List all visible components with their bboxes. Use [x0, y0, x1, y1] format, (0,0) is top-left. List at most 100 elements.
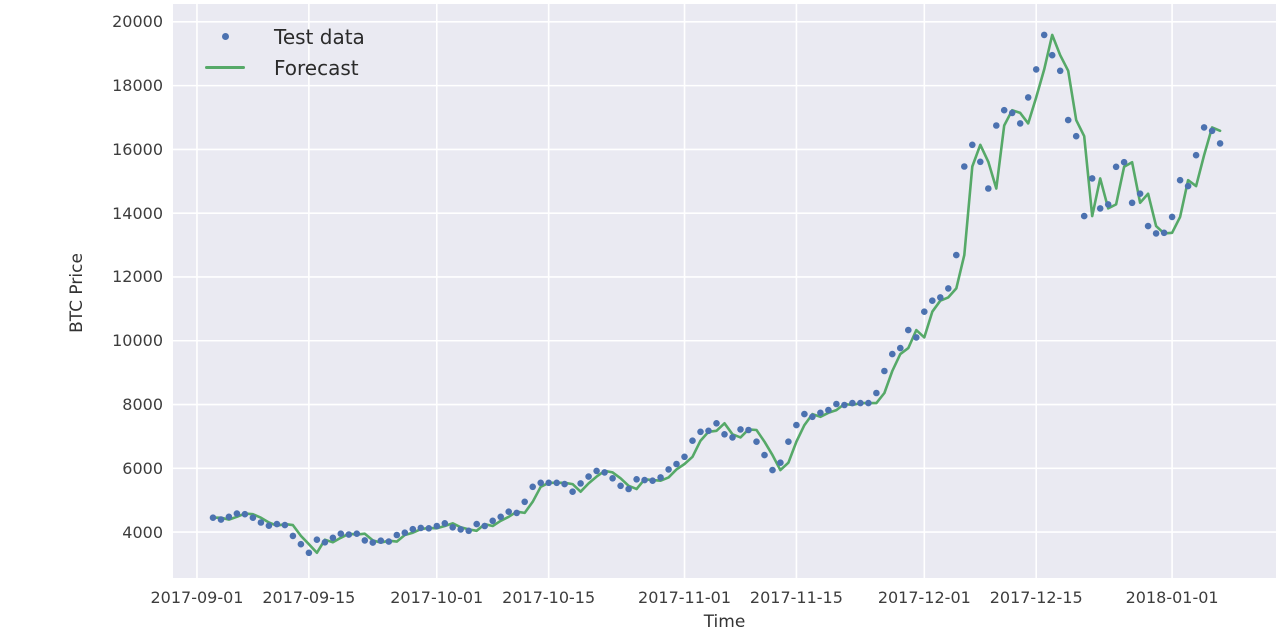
x-tick-label: 2017-11-15	[749, 588, 843, 607]
y-tick-label: 10000	[112, 331, 163, 351]
test-data-point	[961, 163, 968, 170]
test-data-point	[1208, 127, 1216, 135]
test-data-point	[569, 488, 576, 496]
test-data-point	[753, 438, 760, 446]
test-data-point	[289, 532, 297, 540]
test-data-point	[1184, 182, 1192, 190]
test-data-point	[1080, 212, 1088, 220]
test-data-point	[617, 482, 624, 490]
test-data-point	[625, 485, 632, 493]
test-data-point	[369, 539, 377, 546]
test-data-point	[433, 522, 441, 530]
test-data-point	[721, 431, 728, 438]
test-data-point	[1072, 132, 1080, 140]
test-data-point	[665, 466, 672, 473]
x-tick-label: 2017-12-01	[877, 588, 971, 607]
test-data-point	[225, 513, 233, 521]
test-data-point	[601, 469, 608, 476]
test-data-point	[1000, 106, 1008, 114]
y-tick-label: 18000	[112, 76, 163, 96]
test-data-point	[401, 529, 409, 536]
y-tick-label: 14000	[112, 203, 163, 223]
test-data-point	[497, 513, 505, 521]
test-data-point	[329, 534, 337, 542]
test-data-point	[377, 537, 385, 544]
test-data-point	[233, 510, 241, 517]
test-data-point	[529, 483, 536, 491]
test-data-point	[1112, 163, 1120, 171]
test-data-point	[273, 520, 281, 528]
test-data-point	[777, 459, 784, 467]
test-data-point	[473, 520, 481, 528]
test-data-point	[977, 158, 984, 166]
test-data-point	[649, 477, 656, 485]
test-data-point	[385, 538, 393, 545]
test-data-point	[1160, 229, 1168, 237]
x-tick-label: 2018-01-01	[1125, 588, 1219, 607]
test-data-point	[513, 509, 520, 517]
x-tick-label: 2017-10-01	[390, 588, 484, 607]
test-data-point	[745, 426, 752, 434]
test-data-point	[809, 413, 816, 421]
test-data-point	[953, 251, 960, 259]
test-data-point	[553, 479, 560, 487]
test-data-point	[425, 525, 433, 532]
test-data-point	[825, 406, 832, 414]
x-tick-label: 2017-09-15	[262, 588, 356, 607]
x-tick-label: 2017-11-01	[638, 588, 732, 607]
dot-icon	[221, 33, 229, 40]
test-data-point	[313, 536, 321, 543]
test-data-point	[449, 524, 457, 531]
test-data-point	[905, 326, 912, 334]
test-data-point	[833, 400, 840, 408]
legend-label: Test data	[274, 24, 365, 49]
test-data-point	[913, 334, 920, 341]
test-data-point	[737, 426, 744, 433]
test-data-point	[729, 434, 736, 441]
test-data-point	[521, 498, 528, 506]
test-data-point	[1128, 199, 1136, 207]
test-data-point	[209, 514, 217, 521]
test-data-point	[505, 508, 512, 515]
test-data-point	[633, 476, 640, 483]
test-data-point	[1136, 190, 1144, 197]
test-data-point	[297, 540, 305, 548]
test-data-point	[337, 530, 345, 537]
test-data-point	[793, 421, 800, 429]
y-tick-label: 6000	[122, 458, 163, 478]
y-tick-label: 8000	[122, 395, 163, 415]
test-data-point	[249, 514, 257, 521]
y-axis-title: BTC Price	[67, 253, 87, 333]
legend-label: Forecast	[274, 55, 359, 80]
test-data-point	[641, 476, 648, 484]
test-data-point	[1056, 67, 1064, 75]
test-data-point	[993, 122, 1000, 129]
test-data-point	[241, 510, 249, 518]
test-data-point	[441, 520, 449, 527]
test-data-point	[873, 389, 880, 397]
x-tick-label: 2017-09-01	[150, 588, 244, 607]
legend-item-test-data: Test data	[196, 21, 365, 52]
test-data-point	[1216, 140, 1224, 147]
test-data-point	[609, 475, 616, 482]
test-data-point	[345, 531, 353, 538]
line-icon	[205, 66, 245, 69]
test-data-point	[1200, 124, 1208, 131]
test-data-point	[1168, 213, 1176, 221]
test-data-point	[713, 420, 720, 427]
y-tick-label: 20000	[112, 12, 163, 32]
test-data-point	[689, 437, 696, 445]
test-data-point	[929, 297, 936, 305]
test-data-point	[561, 480, 568, 488]
test-data-point	[457, 526, 465, 533]
test-data-point	[361, 537, 369, 544]
test-data-point	[897, 344, 904, 352]
x-axis-title: Time	[703, 612, 746, 632]
test-data-point	[545, 479, 552, 487]
test-data-marker	[196, 33, 254, 40]
test-data-point	[1096, 205, 1104, 212]
test-data-point	[353, 530, 361, 537]
test-data-point	[769, 466, 776, 474]
test-data-point	[657, 474, 664, 481]
test-data-point	[801, 410, 808, 418]
